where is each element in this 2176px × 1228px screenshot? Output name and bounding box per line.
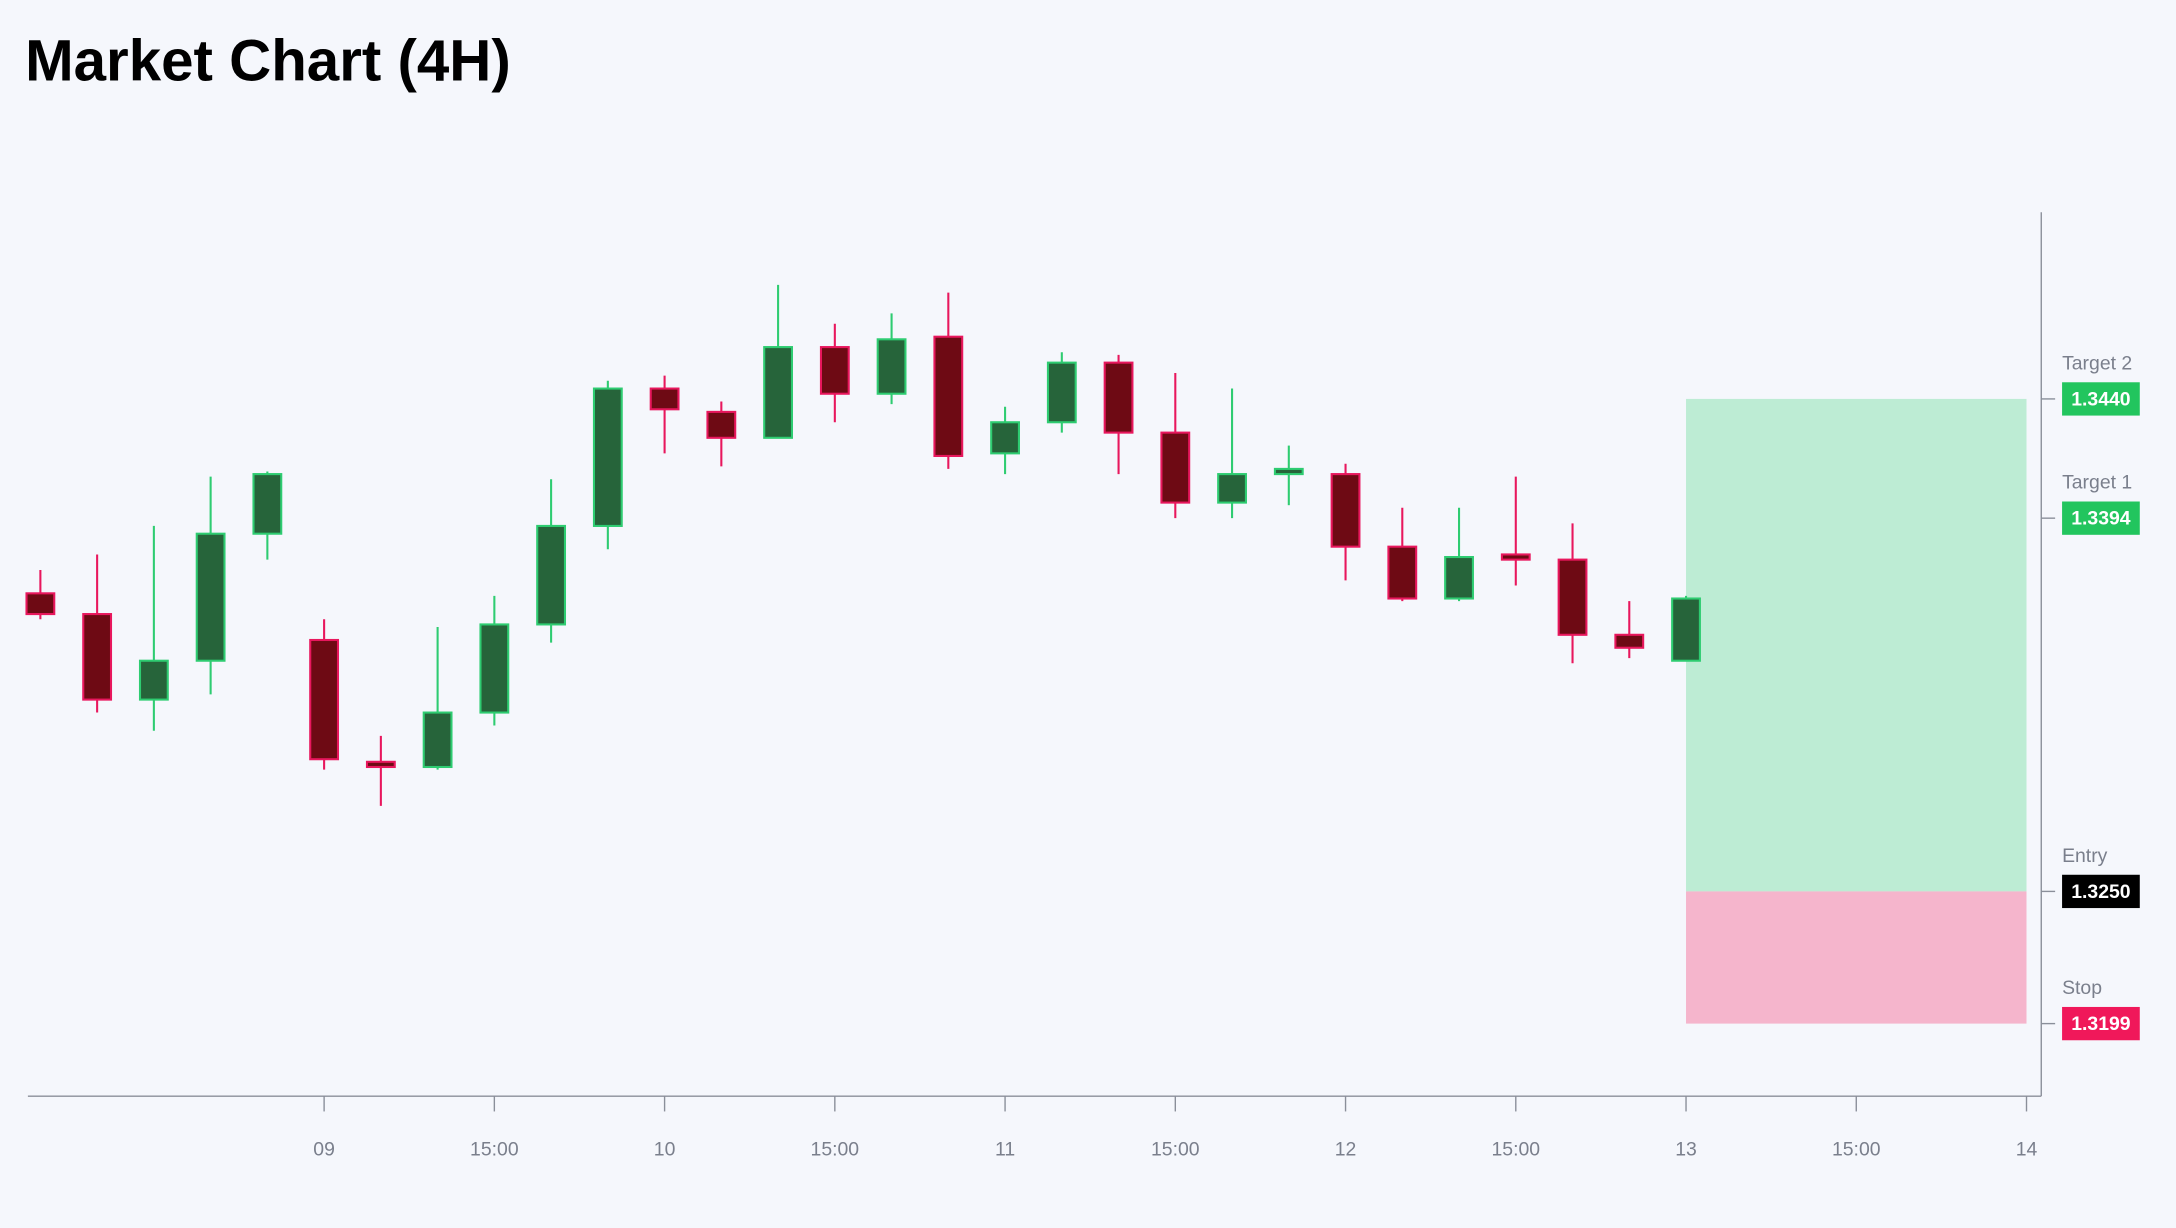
candle-body: [536, 524, 567, 626]
candle-body: [1330, 473, 1361, 548]
candle-body: [706, 410, 737, 439]
x-tick-label: 15:00: [470, 1138, 519, 1160]
candle-body: [1103, 361, 1134, 434]
candle-body: [1273, 467, 1304, 476]
candle-body: [1160, 431, 1191, 504]
x-tick-label: 15:00: [1832, 1138, 1881, 1160]
marks: [25, 284, 1701, 806]
level-name: Stop: [2062, 977, 2102, 999]
candle-body: [990, 421, 1020, 455]
candle-body: [1557, 558, 1588, 636]
candle-body: [1500, 553, 1531, 561]
candle-body: [819, 346, 850, 395]
level-badge: [2062, 874, 2140, 909]
candle-body: [763, 346, 794, 439]
x-tick-label: 15:00: [811, 1138, 860, 1160]
x-tick-label: 12: [1335, 1138, 1357, 1160]
candle-body: [933, 335, 964, 457]
profit-zone: [1686, 398, 2027, 892]
candle-body: [592, 387, 623, 527]
candle-body: [1671, 597, 1701, 662]
x-tick-label: 15:00: [1151, 1138, 1200, 1160]
x-tick-label: 09: [313, 1138, 335, 1160]
candle-body: [25, 592, 56, 616]
level-value: 1.3440: [2071, 388, 2130, 410]
candle-body: [1444, 555, 1474, 600]
candle-body: [876, 338, 907, 395]
level-badge: [2062, 382, 2140, 416]
candle-body: [649, 387, 680, 411]
level-name: Target 1: [2062, 472, 2132, 494]
level-value: 1.3250: [2071, 881, 2130, 903]
chart-title: Market Chart (4H): [25, 29, 511, 94]
candle-body: [138, 659, 169, 701]
candle-body: [365, 760, 396, 769]
candle-body: [82, 613, 113, 701]
candle-body: [479, 623, 510, 714]
level-name: Target 2: [2062, 352, 2132, 374]
zones: [1686, 398, 2027, 1024]
candle-body: [422, 711, 453, 769]
x-tick-label: 11: [995, 1138, 1015, 1160]
x-tick-label: 10: [654, 1138, 676, 1160]
level-value: 1.3394: [2071, 508, 2131, 530]
candle-body: [309, 638, 340, 761]
candle-body: [195, 532, 226, 662]
x-tick-label: 15:00: [1491, 1138, 1540, 1160]
level-badge: [2062, 501, 2140, 535]
level-badge: [2062, 1006, 2140, 1041]
level-name: Entry: [2062, 845, 2108, 867]
x-tick-label: 14: [2016, 1138, 2038, 1160]
candle-body: [252, 473, 283, 535]
loss-zone: [1686, 891, 2027, 1024]
candle-body: [1387, 545, 1418, 600]
candle-body: [1217, 473, 1247, 504]
candle-body: [1046, 361, 1077, 424]
x-tick-label: 13: [1675, 1138, 1697, 1160]
level-value: 1.3199: [2071, 1013, 2131, 1035]
candle-body: [1614, 633, 1645, 649]
